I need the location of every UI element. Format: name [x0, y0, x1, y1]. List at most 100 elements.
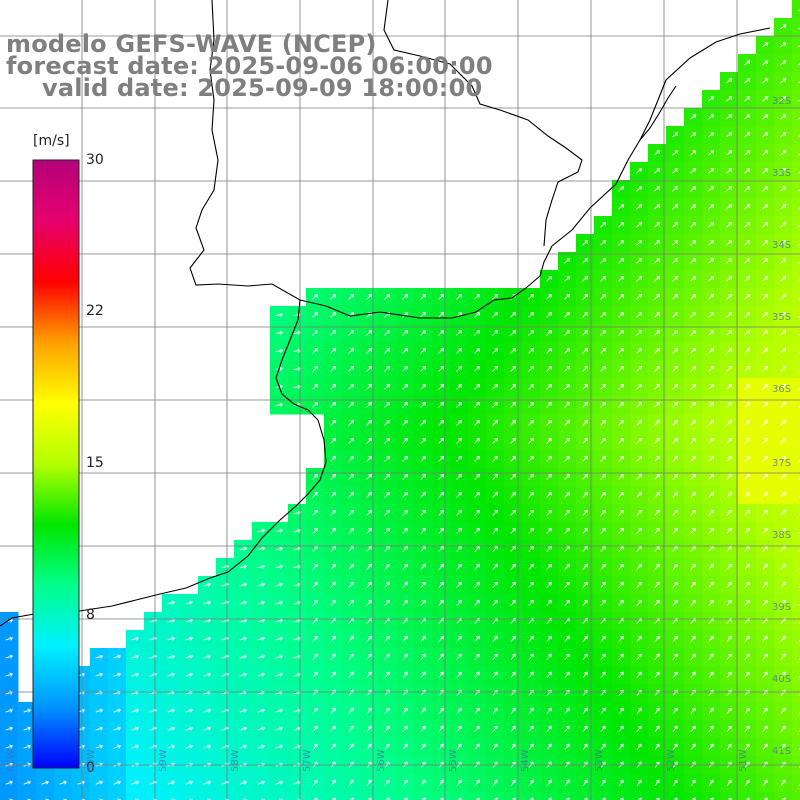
wind-arrow [600, 671, 606, 679]
wind-arrow [582, 294, 589, 300]
wind-arrow [330, 491, 336, 498]
wind-arrow [528, 419, 534, 426]
wind-arrow [761, 114, 769, 120]
wind-arrow [402, 330, 409, 336]
wind-arrow [726, 276, 733, 282]
wind-arrow [600, 527, 606, 534]
wind-arrow [618, 204, 625, 210]
lat-label: 32S [772, 96, 792, 107]
wind-arrow [762, 240, 769, 246]
wind-arrow [654, 366, 661, 372]
wind-arrow [672, 401, 679, 408]
wind-arrow [312, 509, 318, 516]
wind-arrow [402, 348, 409, 354]
wind-arrow [366, 563, 372, 570]
wind-arrow [600, 509, 606, 516]
wind-arrow [710, 797, 714, 800]
wind-arrow [672, 186, 679, 192]
wind-arrow [744, 653, 750, 661]
wind-arrow [654, 294, 661, 300]
wind-arrow [564, 384, 571, 390]
speed-cell [792, 540, 800, 559]
wind-arrow [510, 653, 516, 661]
wind-arrow [600, 491, 606, 498]
wind-arrow [744, 491, 750, 498]
wind-arrow [654, 401, 661, 408]
wind-arrow [474, 725, 480, 733]
wind-arrow [456, 419, 462, 426]
wind-arrow [275, 600, 284, 605]
wind-arrow [708, 258, 715, 264]
wind-arrow [366, 348, 373, 354]
wind-arrow [293, 330, 302, 335]
wind-arrow [708, 330, 715, 336]
wind-arrow [600, 653, 606, 661]
wind-arrow [366, 725, 372, 733]
wind-arrow [438, 707, 444, 715]
speed-cell [792, 504, 800, 523]
wind-arrow [5, 636, 14, 641]
wind-arrow [23, 780, 32, 785]
wind-arrow [690, 671, 696, 679]
wind-arrow [690, 222, 697, 228]
wind-arrow [438, 491, 444, 498]
wind-arrow [239, 708, 248, 713]
wind-arrow [798, 369, 800, 372]
wind-arrow [257, 780, 266, 785]
wind-arrow [257, 744, 266, 749]
wind-arrow [582, 563, 588, 570]
coastline-path [383, 0, 583, 247]
wind-arrow [438, 743, 444, 751]
wind-arrow [780, 707, 786, 715]
wind-arrow [744, 455, 750, 462]
wind-arrow [690, 473, 696, 480]
wind-arrow [239, 546, 248, 551]
wind-arrow [743, 78, 751, 84]
wind-arrow [690, 491, 696, 498]
wind-arrow [438, 366, 445, 372]
wind-arrow [366, 473, 372, 480]
wind-arrow [275, 312, 284, 317]
wind-arrow [366, 581, 372, 588]
wind-arrow [798, 261, 800, 264]
lat-label: 33S [772, 168, 792, 179]
wind-arrow [708, 509, 714, 516]
wind-arrow [257, 600, 266, 605]
wind-arrow [762, 384, 769, 390]
wind-arrow [474, 671, 480, 679]
wind-arrow [600, 635, 606, 643]
wind-arrow [798, 495, 800, 498]
wind-arrow [350, 797, 354, 800]
wind-arrow [726, 437, 732, 444]
wind-arrow [528, 743, 534, 751]
wind-arrow [708, 437, 714, 444]
wind-arrow [636, 330, 643, 336]
wind-arrow [528, 725, 534, 733]
wind-arrow [366, 419, 372, 426]
wind-arrow [654, 312, 661, 318]
wind-arrow [708, 366, 715, 372]
wind-arrow [600, 599, 606, 606]
wind-arrow [744, 240, 751, 246]
wind-arrow [330, 671, 336, 679]
wind-arrow [456, 384, 463, 390]
wind-arrow [330, 473, 336, 480]
wind-arrow [275, 654, 284, 659]
wind-arrow [494, 797, 498, 800]
wind-arrow [402, 563, 408, 570]
wind-arrow [330, 581, 336, 588]
wind-arrow [113, 672, 122, 677]
wind-arrow [725, 114, 733, 120]
wind-arrow [762, 653, 768, 661]
wind-arrow [744, 743, 750, 751]
wind-arrow [474, 455, 480, 462]
wind-arrow [293, 528, 302, 533]
wind-arrow [780, 348, 787, 354]
speed-cell [162, 792, 181, 800]
wind-arrow [312, 707, 318, 715]
wind-arrow [618, 653, 624, 661]
wind-arrow [402, 779, 408, 787]
wind-arrow [528, 366, 535, 372]
speed-cell [792, 360, 800, 379]
wind-arrow [95, 780, 104, 785]
